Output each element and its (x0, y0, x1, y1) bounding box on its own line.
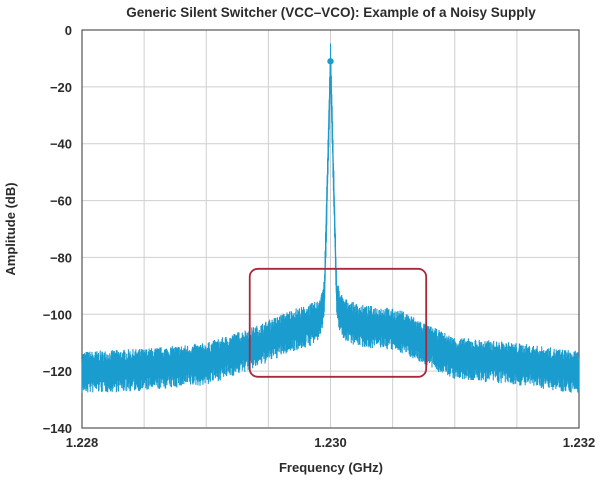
plot-frame (81, 29, 580, 429)
annotation-rectangle (248, 267, 428, 378)
y-tick-label: −120 (43, 364, 72, 379)
y-tick-label: −40 (50, 137, 72, 152)
chart-title: Generic Silent Switcher (VCC–VCO): Examp… (126, 5, 536, 20)
peak-marker (327, 58, 334, 65)
x-axis-title: Frequency (GHz) (279, 460, 383, 475)
y-tick-label: −80 (50, 250, 72, 265)
y-axis-title: Amplitude (dB) (3, 182, 18, 275)
x-axis-ticks: 1.228 1.230 1.232 (66, 435, 596, 450)
y-tick-label: 0 (65, 23, 72, 38)
y-tick-label: −100 (43, 307, 72, 322)
y-tick-label: −140 (43, 421, 72, 436)
x-tick-label: 1.228 (66, 435, 99, 450)
x-tick-label: 1.230 (314, 435, 347, 450)
x-tick-label: 1.232 (563, 435, 596, 450)
spectrum-line (81, 60, 580, 372)
y-tick-label: −60 (50, 194, 72, 209)
y-axis-ticks: 0 −20 −40 −60 −80 −100 −120 −140 (43, 23, 72, 436)
y-tick-label: −20 (50, 80, 72, 95)
